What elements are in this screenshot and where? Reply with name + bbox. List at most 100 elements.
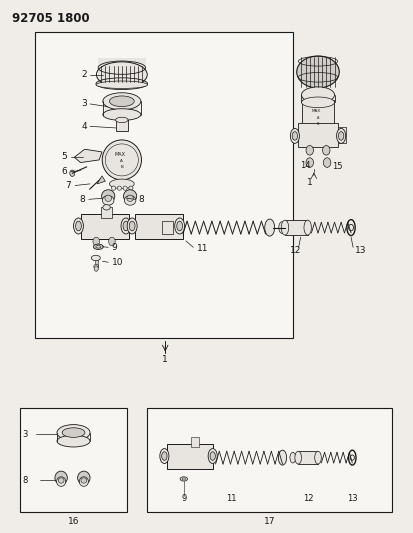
Text: 8: 8 [79, 195, 85, 204]
Text: MAX: MAX [114, 152, 125, 157]
Circle shape [94, 266, 98, 271]
Ellipse shape [57, 435, 90, 447]
Text: 14: 14 [300, 161, 311, 169]
Text: 13: 13 [355, 246, 367, 255]
Circle shape [323, 158, 331, 167]
Bar [338, 127, 346, 143]
Circle shape [306, 158, 313, 167]
Ellipse shape [117, 186, 121, 190]
Ellipse shape [315, 451, 321, 464]
Ellipse shape [55, 471, 67, 484]
Bar [105, 100, 138, 115]
Ellipse shape [297, 56, 339, 88]
Ellipse shape [58, 478, 64, 483]
Text: 13: 13 [347, 494, 358, 503]
Text: 12: 12 [290, 246, 301, 255]
Text: 11: 11 [197, 245, 208, 253]
Bar [116, 119, 128, 131]
Ellipse shape [102, 196, 114, 205]
Text: 3: 3 [22, 430, 27, 439]
Bar [95, 258, 98, 266]
Circle shape [323, 146, 330, 155]
Ellipse shape [129, 186, 133, 190]
Circle shape [306, 146, 313, 155]
Text: 2: 2 [81, 70, 87, 79]
Text: A: A [121, 159, 123, 164]
Ellipse shape [57, 425, 90, 441]
Text: 5: 5 [62, 152, 67, 161]
Ellipse shape [124, 196, 136, 205]
Ellipse shape [304, 220, 311, 235]
Polygon shape [97, 176, 105, 184]
Text: 15: 15 [332, 162, 343, 171]
Ellipse shape [301, 97, 335, 108]
Circle shape [93, 237, 100, 246]
Ellipse shape [301, 87, 335, 103]
Text: 1: 1 [162, 356, 168, 364]
Text: 1: 1 [307, 178, 313, 187]
Ellipse shape [103, 205, 110, 210]
Bar [191, 438, 199, 447]
Text: 3: 3 [81, 100, 87, 108]
Bar [98, 58, 145, 84]
Bar [162, 221, 173, 234]
Text: 4: 4 [81, 122, 87, 131]
Bar [101, 207, 112, 218]
Ellipse shape [281, 220, 289, 235]
Ellipse shape [123, 186, 127, 190]
Text: 12: 12 [303, 494, 313, 503]
Bar [147, 408, 392, 512]
Ellipse shape [290, 453, 296, 463]
Ellipse shape [109, 96, 134, 107]
Text: B: B [121, 165, 123, 169]
Ellipse shape [96, 81, 148, 88]
Circle shape [70, 170, 75, 176]
Ellipse shape [96, 78, 148, 90]
Ellipse shape [103, 93, 141, 110]
Bar [58, 431, 89, 441]
Text: 9: 9 [181, 494, 186, 503]
Bar [81, 214, 129, 239]
Ellipse shape [79, 477, 88, 486]
Ellipse shape [98, 61, 145, 74]
Ellipse shape [94, 264, 99, 269]
Text: A: A [317, 116, 319, 120]
Ellipse shape [109, 179, 134, 189]
Text: B: B [317, 122, 319, 126]
Circle shape [109, 237, 115, 246]
Ellipse shape [116, 117, 128, 123]
Text: 10: 10 [112, 258, 123, 266]
Text: 7: 7 [66, 181, 71, 190]
Ellipse shape [76, 221, 81, 231]
Ellipse shape [105, 195, 112, 201]
Bar [298, 123, 338, 147]
Ellipse shape [123, 221, 129, 231]
Ellipse shape [102, 190, 115, 203]
Ellipse shape [123, 190, 137, 203]
Text: 8: 8 [139, 195, 145, 204]
Text: MAX: MAX [311, 109, 320, 113]
Ellipse shape [127, 218, 137, 234]
Bar [298, 451, 318, 464]
Ellipse shape [180, 477, 188, 481]
Text: 6: 6 [62, 167, 67, 176]
Bar [167, 444, 213, 470]
Ellipse shape [265, 219, 275, 236]
Bar [285, 220, 308, 235]
Ellipse shape [279, 222, 285, 233]
Ellipse shape [91, 255, 100, 261]
Ellipse shape [290, 128, 299, 143]
Ellipse shape [112, 186, 116, 190]
Text: 92705 1800: 92705 1800 [12, 12, 90, 25]
Ellipse shape [175, 218, 185, 234]
Text: 8: 8 [22, 476, 27, 485]
Text: 9: 9 [112, 243, 117, 252]
Text: 16: 16 [68, 517, 79, 526]
Ellipse shape [160, 449, 169, 464]
Ellipse shape [162, 452, 167, 461]
Ellipse shape [337, 128, 346, 143]
Bar [20, 408, 127, 512]
Ellipse shape [295, 451, 301, 464]
Ellipse shape [78, 471, 90, 484]
Ellipse shape [177, 221, 183, 231]
